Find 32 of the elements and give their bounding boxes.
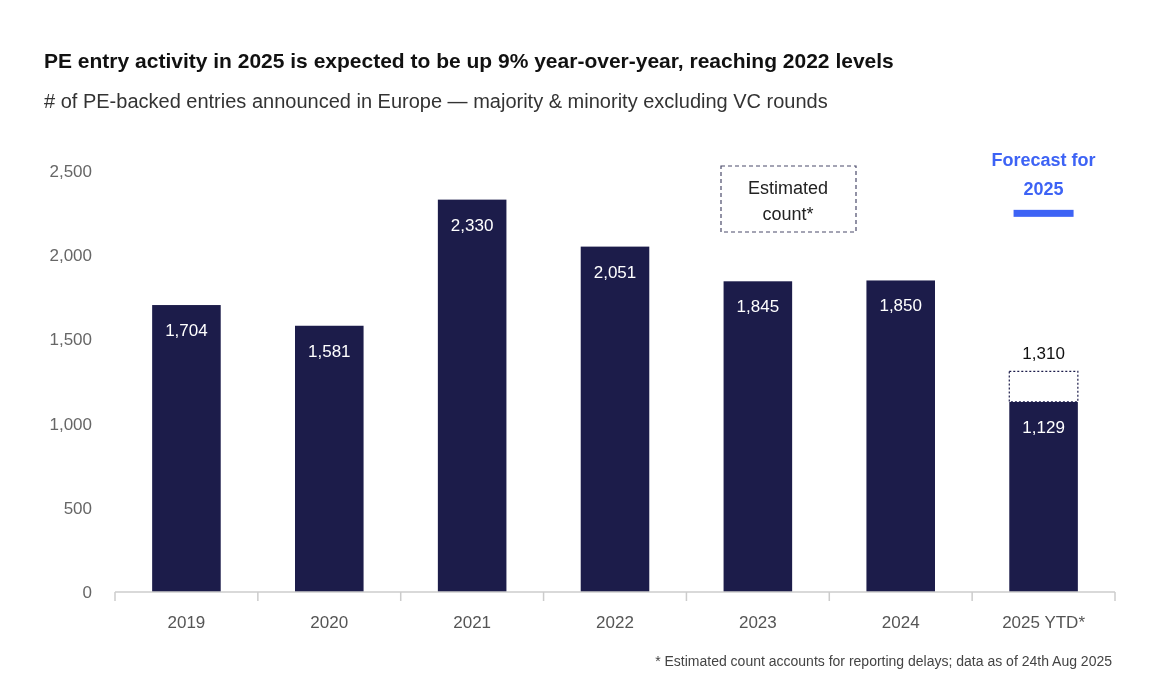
x-tick-label: 2021	[453, 613, 492, 632]
text: * Estimated count accounts for reporting delays; data as of 24th Aug 2025	[655, 653, 1113, 669]
text: Estimated count*	[747, 178, 829, 224]
chart-subtitle: # of PE-backed entries announced in Europe — majority & minority excluding VC rounds	[44, 90, 828, 112]
x-tick-label: 2023	[738, 613, 777, 632]
x-tick-label: 2024	[881, 613, 920, 632]
x-tick-label: 2022	[596, 613, 634, 632]
bar	[866, 280, 935, 592]
y-tick-label: 500	[63, 498, 92, 518]
y-tick-label: 0	[82, 583, 92, 602]
bar	[723, 281, 793, 592]
y-tick-label: 1,000	[49, 414, 92, 434]
data-label: 1,845	[736, 297, 780, 317]
data-label: 1,581	[308, 341, 351, 361]
data-label: 1,129	[1022, 417, 1065, 437]
y-tick-label: 2,000	[49, 246, 92, 266]
data-label: 2,330	[450, 215, 494, 235]
bar	[152, 305, 221, 592]
y-tick-label: 2,500	[49, 162, 92, 181]
data-label: 2,051	[593, 262, 637, 282]
total-label: 1,310	[1022, 344, 1065, 364]
bar	[437, 199, 507, 592]
bar	[580, 246, 650, 592]
data-label: 1,850	[879, 296, 922, 316]
x-tick-label: 2020	[310, 613, 349, 632]
chart-title: PE entry activity in 2025 is expected to be up 9% year-over-year, reaching 2022 levels	[44, 49, 894, 72]
x-tick-label: 2025 YTD*	[1002, 613, 1086, 632]
x-tick-label: 2019	[167, 613, 206, 632]
annotation: Forecast for 2025	[991, 149, 1096, 199]
data-label: 1,704	[165, 321, 208, 341]
y-tick-label: 1,500	[49, 330, 92, 350]
bar	[295, 325, 364, 592]
